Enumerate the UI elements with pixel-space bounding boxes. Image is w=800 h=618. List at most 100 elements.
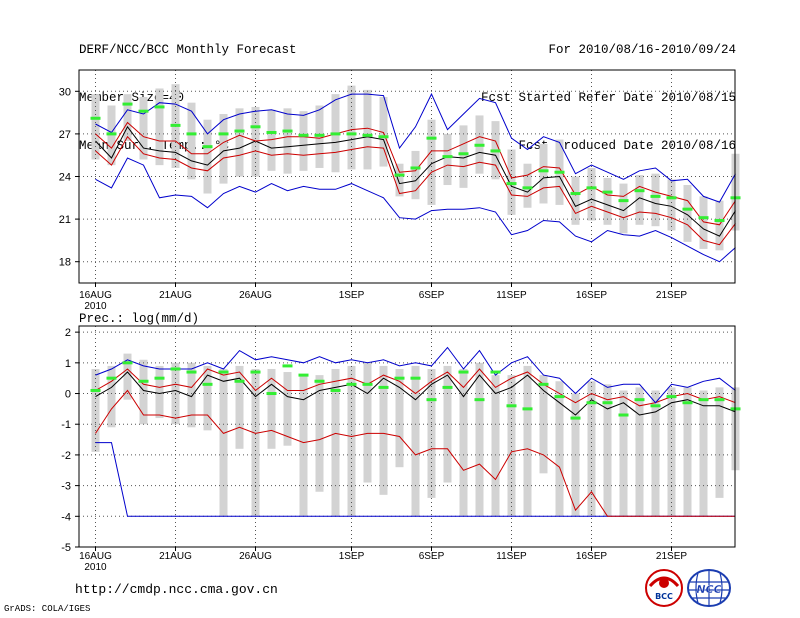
ensemble-box bbox=[363, 89, 372, 170]
series-mean bbox=[95, 371, 736, 416]
median-tick bbox=[474, 143, 485, 147]
ensemble-box bbox=[251, 106, 260, 177]
ensemble-box bbox=[443, 133, 452, 186]
y-tick-label: 27 bbox=[59, 129, 71, 141]
median-tick bbox=[442, 385, 453, 389]
x-tick-label: 26AUG bbox=[239, 290, 272, 301]
median-tick bbox=[570, 416, 581, 420]
median-tick bbox=[714, 219, 725, 223]
median-tick bbox=[522, 407, 533, 411]
median-tick bbox=[650, 404, 661, 408]
median-tick bbox=[618, 199, 629, 203]
x-tick-label: 6SEP bbox=[419, 551, 445, 562]
median-tick bbox=[106, 132, 117, 136]
median-tick bbox=[586, 186, 597, 190]
y-tick-label: 0 bbox=[65, 389, 71, 401]
median-tick bbox=[330, 132, 341, 136]
median-tick bbox=[650, 194, 661, 198]
median-tick bbox=[426, 136, 437, 140]
y-tick-label: 30 bbox=[59, 86, 71, 98]
bcc-logo: BCC bbox=[645, 569, 683, 607]
ensemble-box bbox=[571, 176, 580, 225]
ensemble-box bbox=[107, 365, 116, 428]
median-tick bbox=[250, 370, 261, 374]
median-tick bbox=[554, 395, 565, 399]
median-tick bbox=[538, 169, 549, 173]
x-tick-label: 16SEP bbox=[576, 551, 607, 562]
ensemble-box bbox=[603, 384, 612, 517]
median-tick bbox=[106, 376, 117, 380]
median-tick bbox=[490, 370, 501, 374]
y-tick-label: 2 bbox=[65, 327, 71, 339]
ensemble-box bbox=[235, 365, 244, 449]
y-tick-label: 21 bbox=[59, 214, 71, 226]
x-tick-label: 1SEP bbox=[339, 551, 365, 562]
x-tick-label: 1SEP bbox=[339, 290, 365, 301]
median-tick bbox=[170, 123, 181, 127]
y-tick-label: -2 bbox=[61, 450, 71, 462]
series-mean bbox=[95, 125, 736, 237]
x-tick-label: 11SEP bbox=[496, 551, 527, 562]
ensemble-box bbox=[299, 375, 308, 517]
ensemble-box bbox=[539, 143, 548, 204]
x-tick-label: 21AUG bbox=[159, 290, 192, 301]
median-tick bbox=[682, 401, 693, 405]
ensemble-box bbox=[651, 173, 660, 227]
median-tick bbox=[554, 170, 565, 174]
median-tick bbox=[410, 376, 421, 380]
fcst-started-date: Fcst Started Refer Date 2010/08/15 bbox=[480, 91, 736, 105]
ensemble-box bbox=[651, 390, 660, 517]
median-tick bbox=[122, 102, 133, 106]
series-spread-low bbox=[95, 135, 736, 246]
panel-temperature: 18 21 24 27 30 16AUG 21AUG 26AUG 1SEP 6SEP 11SEP 16… bbox=[59, 69, 741, 312]
x-year-label: 2010 bbox=[84, 301, 107, 312]
median-tick bbox=[314, 133, 325, 137]
median-tick bbox=[298, 373, 309, 377]
median-tick bbox=[202, 382, 213, 386]
ensemble-box bbox=[459, 125, 468, 188]
ensemble-box bbox=[667, 179, 676, 231]
ensemble-box bbox=[475, 362, 484, 517]
median-tick bbox=[138, 379, 149, 383]
footer-url[interactable]: http://cmdp.ncc.cma.gov.cn bbox=[75, 582, 278, 597]
x-tick-label: 6SEP bbox=[419, 290, 445, 301]
median-tick bbox=[122, 361, 133, 365]
plot-frame bbox=[78, 325, 736, 548]
ensemble-box bbox=[379, 96, 388, 167]
y-tick-label: -5 bbox=[61, 542, 71, 554]
ensemble-box bbox=[635, 175, 644, 225]
series-spread-low bbox=[95, 389, 736, 517]
series-max bbox=[95, 346, 736, 404]
median-tick bbox=[618, 413, 629, 417]
ensemble-box bbox=[267, 368, 276, 449]
median-tick bbox=[266, 392, 277, 396]
precip-panel-title: Prec.: log(mm/d) bbox=[79, 312, 199, 326]
median-tick bbox=[202, 145, 213, 149]
series-spread-high bbox=[95, 121, 736, 226]
ensemble-box bbox=[587, 381, 596, 517]
median-tick bbox=[266, 130, 277, 134]
median-tick bbox=[538, 382, 549, 386]
median-tick bbox=[586, 401, 597, 405]
median-tick bbox=[394, 376, 405, 380]
median-tick bbox=[378, 135, 389, 139]
median-tick bbox=[218, 370, 229, 374]
x-tick-label: 16AUG bbox=[79, 290, 112, 301]
median-tick bbox=[698, 398, 709, 402]
ensemble-box bbox=[523, 365, 532, 517]
median-tick bbox=[682, 207, 693, 211]
median-tick bbox=[602, 401, 613, 405]
ensemble-box bbox=[715, 387, 724, 498]
ensemble-box bbox=[123, 353, 132, 400]
ensemble-box bbox=[379, 365, 388, 495]
median-tick bbox=[186, 370, 197, 374]
ensemble-box bbox=[667, 387, 676, 517]
y-tick-label: 1 bbox=[65, 358, 71, 370]
ensemble-box bbox=[203, 119, 212, 194]
ensemble-box bbox=[219, 368, 228, 517]
y-tick-label: -4 bbox=[61, 511, 71, 523]
median-tick bbox=[602, 190, 613, 194]
svg-text:BCC: BCC bbox=[655, 592, 673, 601]
ensemble-box bbox=[507, 375, 516, 517]
median-tick bbox=[570, 192, 581, 196]
